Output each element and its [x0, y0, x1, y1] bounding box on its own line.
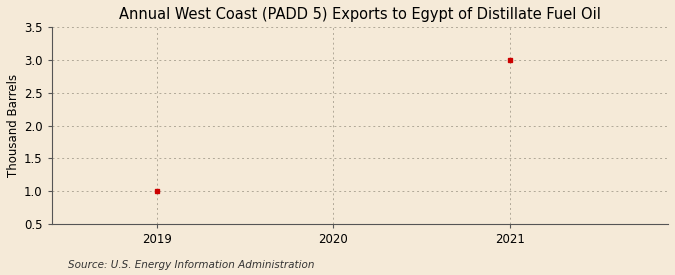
Title: Annual West Coast (PADD 5) Exports to Egypt of Distillate Fuel Oil: Annual West Coast (PADD 5) Exports to Eg… — [119, 7, 601, 22]
Text: Source: U.S. Energy Information Administration: Source: U.S. Energy Information Administ… — [68, 260, 314, 270]
Y-axis label: Thousand Barrels: Thousand Barrels — [7, 74, 20, 177]
